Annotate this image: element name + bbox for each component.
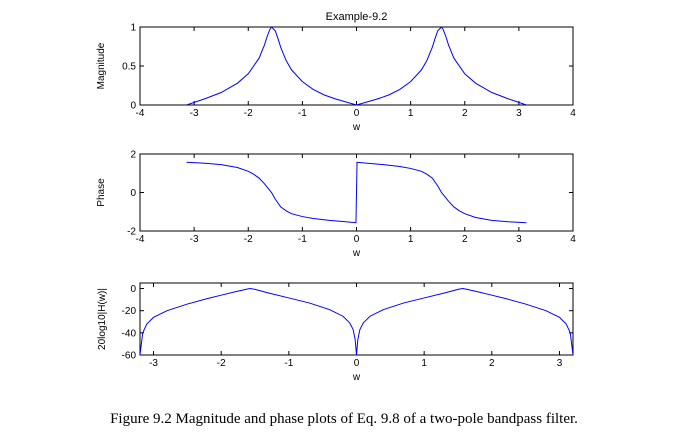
x-tick-label: 0 [354, 234, 360, 245]
x-tick-label: -3 [149, 358, 158, 369]
y-tick-label: -60 [122, 351, 137, 362]
series-line [140, 288, 573, 355]
y-tick-label: -40 [122, 328, 137, 339]
subplot-3: -3 -2 -1 0 1 2 3 0 -20 -40 -60 w 20log10|H(w)| [97, 282, 574, 383]
x-tick-label: 2 [489, 358, 495, 369]
series-line [186, 27, 527, 105]
x-tick-label: -3 [190, 234, 199, 245]
x-axis-title: w [352, 248, 361, 259]
x-tick-label: -4 [136, 234, 145, 245]
y-axis-title: Magnitude [96, 42, 107, 89]
y-tick-label: 0 [130, 284, 136, 295]
x-tick-label: 4 [570, 108, 576, 119]
x-tick-label: -4 [136, 108, 145, 119]
y-tick-label: 0 [130, 188, 136, 199]
y-axis-title: 20log10|H(w)| [97, 288, 108, 350]
x-tick-label: -1 [298, 108, 307, 119]
x-tick-label: 4 [570, 234, 576, 245]
x-tick-label: 3 [516, 234, 522, 245]
x-tick-label: 0 [354, 108, 360, 119]
axes-frame [139, 282, 574, 356]
x-tick-label: -1 [298, 234, 307, 245]
y-tick-label: 2 [130, 150, 136, 161]
x-tick-label: -2 [217, 358, 226, 369]
y-axis-title: Phase [96, 178, 107, 207]
x-tick-label: -3 [190, 108, 199, 119]
x-tick-label: 3 [557, 358, 563, 369]
y-tick-label: 1 [130, 23, 136, 34]
x-tick-label: -2 [244, 234, 253, 245]
x-tick-label: -2 [244, 108, 253, 119]
x-tick-label: 2 [462, 234, 468, 245]
y-tick-label: 0.5 [122, 62, 136, 73]
x-tick-label: 2 [462, 108, 468, 119]
x-tick-label: 0 [354, 358, 360, 369]
x-axis-title: w [352, 122, 361, 133]
figure-caption: Figure 9.2 Magnitude and phase plots of … [110, 411, 578, 427]
subplot-1: -4 -3 -2 -1 0 1 2 3 4 0 0.5 1 w Magnitude Example-9.2 [96, 11, 576, 133]
x-tick-label: 3 [516, 108, 522, 119]
x-axis-title: w [352, 372, 361, 383]
y-tick-label: -20 [122, 306, 137, 317]
series-line [186, 161, 527, 224]
x-tick-label: -1 [284, 358, 293, 369]
y-tick-label: -2 [127, 227, 136, 238]
axes-frame [139, 26, 574, 106]
x-tick-label: 1 [408, 108, 414, 119]
subplot-2: -4 -3 -2 -1 0 1 2 3 4 -2 0 2 w Phase [96, 150, 576, 260]
x-tick-label: 1 [408, 234, 414, 245]
x-tick-label: 1 [421, 358, 427, 369]
y-tick-label: 0 [130, 101, 136, 112]
plot-title: Example-9.2 [326, 11, 388, 23]
